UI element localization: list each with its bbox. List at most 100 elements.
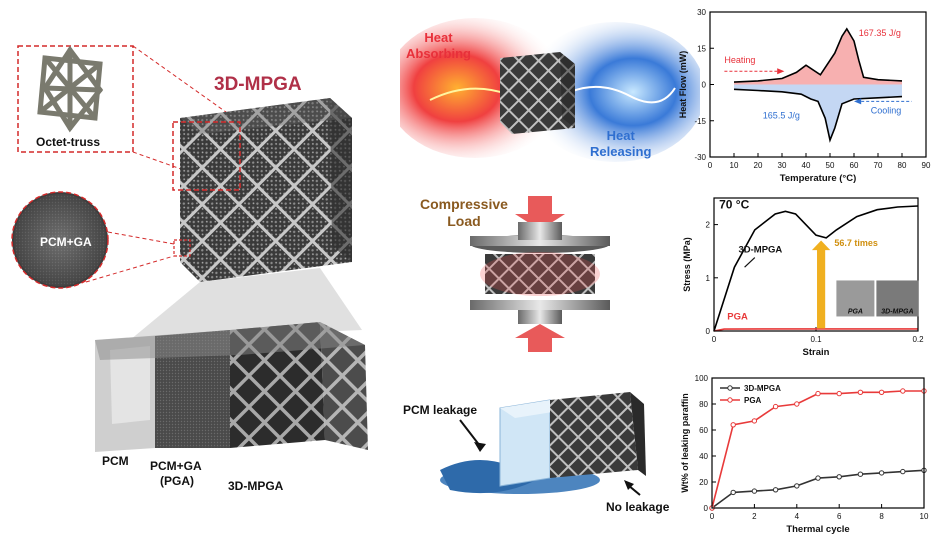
data-point — [815, 390, 821, 397]
x-tick-label: 0 — [710, 512, 715, 521]
melting-enthalpy-label: 167.35 J/g — [859, 28, 901, 38]
pcm-leakage-label: PCM leakage — [403, 403, 478, 417]
left-panel-art: Octet-truss PCM+GA PCM PCM+GA (PGA) 3D-M… — [11, 45, 368, 493]
y-tick-label: 20 — [699, 478, 708, 487]
crystallization-enthalpy-label: 165.5 J/g — [763, 110, 800, 120]
data-point — [878, 389, 885, 395]
data-point — [794, 483, 800, 489]
compressive-load-label: Compressive Load — [420, 196, 508, 229]
leakage-illustration — [440, 392, 646, 494]
data-point — [857, 389, 864, 395]
heating-label: Heating — [724, 55, 755, 65]
y-tick-label: 30 — [697, 8, 706, 17]
data-point — [878, 470, 885, 476]
x-tick-label: 40 — [802, 161, 811, 170]
x-tick-label: 8 — [879, 512, 884, 521]
chart-title: 70 °C — [719, 198, 749, 212]
thermal-cube — [500, 52, 575, 134]
y-tick-label: 80 — [699, 400, 708, 409]
stress-strain-chart: 0 0.1 0.2 0 1 2 Strain Stress (MPa) 70 °C 3D-MPGA… — [682, 197, 924, 358]
data-point — [730, 489, 736, 496]
x-tick-label: 4 — [795, 512, 800, 521]
sem-label: PCM+GA — [40, 235, 92, 249]
x-tick-label: 20 — [754, 161, 763, 170]
y-tick-label: -15 — [694, 117, 706, 126]
melting-peak-fill — [734, 28, 902, 85]
label-3d-mpga: 3D-MPGA — [228, 479, 284, 493]
cooling-arrow-head — [854, 98, 862, 105]
legend-label-2: PGA — [744, 396, 762, 405]
composite-block — [95, 322, 368, 452]
mpga-cube — [180, 98, 352, 282]
x-tick-label: 90 — [922, 161, 931, 170]
x-axis-label: Strain — [803, 347, 830, 358]
y-tick-label: 0 — [704, 504, 709, 513]
inset-label-mpga: 3D-MPGA — [881, 308, 913, 315]
legend-label-1: 3D-MPGA — [744, 384, 781, 393]
series-line-1 — [713, 205, 919, 332]
legend-marker-1 — [727, 385, 733, 391]
data-point — [836, 390, 842, 397]
y-tick-label: 60 — [699, 426, 708, 435]
y-tick-label: 2 — [706, 221, 711, 230]
series-line-2 — [711, 390, 924, 509]
x-axis-label: Temperature (°C) — [780, 173, 856, 184]
heat-releasing-label: Heat Releasing — [590, 128, 652, 159]
up-arrow-icon — [515, 324, 565, 352]
main-title: 3D-MPGA — [214, 74, 302, 95]
series-label-mpga: 3D-MPGA — [738, 244, 782, 255]
fold-label: 56.7 times — [834, 238, 878, 248]
heat-absorbing-label: Heat Absorbing — [406, 30, 471, 61]
x-tick-label: 0.1 — [810, 335, 822, 344]
data-point — [794, 401, 800, 407]
series-line-2 — [733, 88, 903, 143]
down-arrow-icon — [515, 196, 565, 230]
series-line-1 — [733, 27, 903, 83]
y-tick-label: 1 — [706, 274, 711, 283]
x-tick-label: 50 — [826, 161, 835, 170]
x-tick-label: 70 — [874, 161, 883, 170]
inset-label-pga: PGA — [848, 308, 863, 315]
series-label-pga: PGA — [727, 311, 748, 322]
x-tick-label: 2 — [752, 512, 757, 521]
plot-frame — [709, 11, 927, 158]
y-axis-label: Wt% of leaking paraffin — [680, 393, 690, 493]
y-tick-label: 0 — [706, 327, 711, 336]
y-tick-label: 40 — [699, 452, 708, 461]
y-tick-label: 15 — [697, 44, 706, 53]
no-leakage-label: No leakage — [606, 500, 670, 514]
middle-panel-art — [400, 18, 700, 496]
x-tick-label: 10 — [920, 512, 929, 521]
data-point — [900, 388, 906, 394]
y-tick-label: -30 — [694, 153, 706, 162]
data-point — [900, 468, 906, 475]
label-pga-line1: PCM+GA — [150, 459, 202, 473]
x-tick-label: 0 — [708, 161, 713, 170]
data-point — [836, 474, 842, 480]
plot-frame — [713, 197, 919, 332]
x-tick-label: 10 — [730, 161, 739, 170]
series-line-2 — [713, 328, 918, 332]
data-point — [751, 488, 758, 494]
label-pcm: PCM — [102, 454, 129, 468]
inset-photo-mpga — [876, 280, 919, 317]
y-axis-label: Stress (MPa) — [682, 237, 692, 292]
y-tick-label: 0 — [702, 81, 707, 90]
y-tick-label: 100 — [695, 374, 709, 383]
unit-cell-label: Octet-truss — [36, 135, 100, 149]
dsc-chart: 0 10 20 30 40 50 60 70 80 90 -30 -15 0 15 30 Temperatur… — [678, 8, 931, 184]
legend-marker-2 — [727, 397, 733, 403]
x-tick-label: 0.2 — [912, 335, 924, 344]
data-point — [730, 422, 736, 428]
data-point — [772, 403, 779, 410]
x-tick-label: 6 — [837, 512, 842, 521]
heating-arrow-head — [777, 68, 785, 75]
mpga-pointer — [744, 257, 756, 268]
x-tick-label: 60 — [850, 161, 859, 170]
cooling-label: Cooling — [871, 106, 902, 116]
x-tick-label: 0 — [712, 335, 717, 344]
x-axis-label: Thermal cycle — [786, 524, 849, 535]
data-point — [815, 475, 821, 481]
plot-frame — [711, 377, 925, 509]
